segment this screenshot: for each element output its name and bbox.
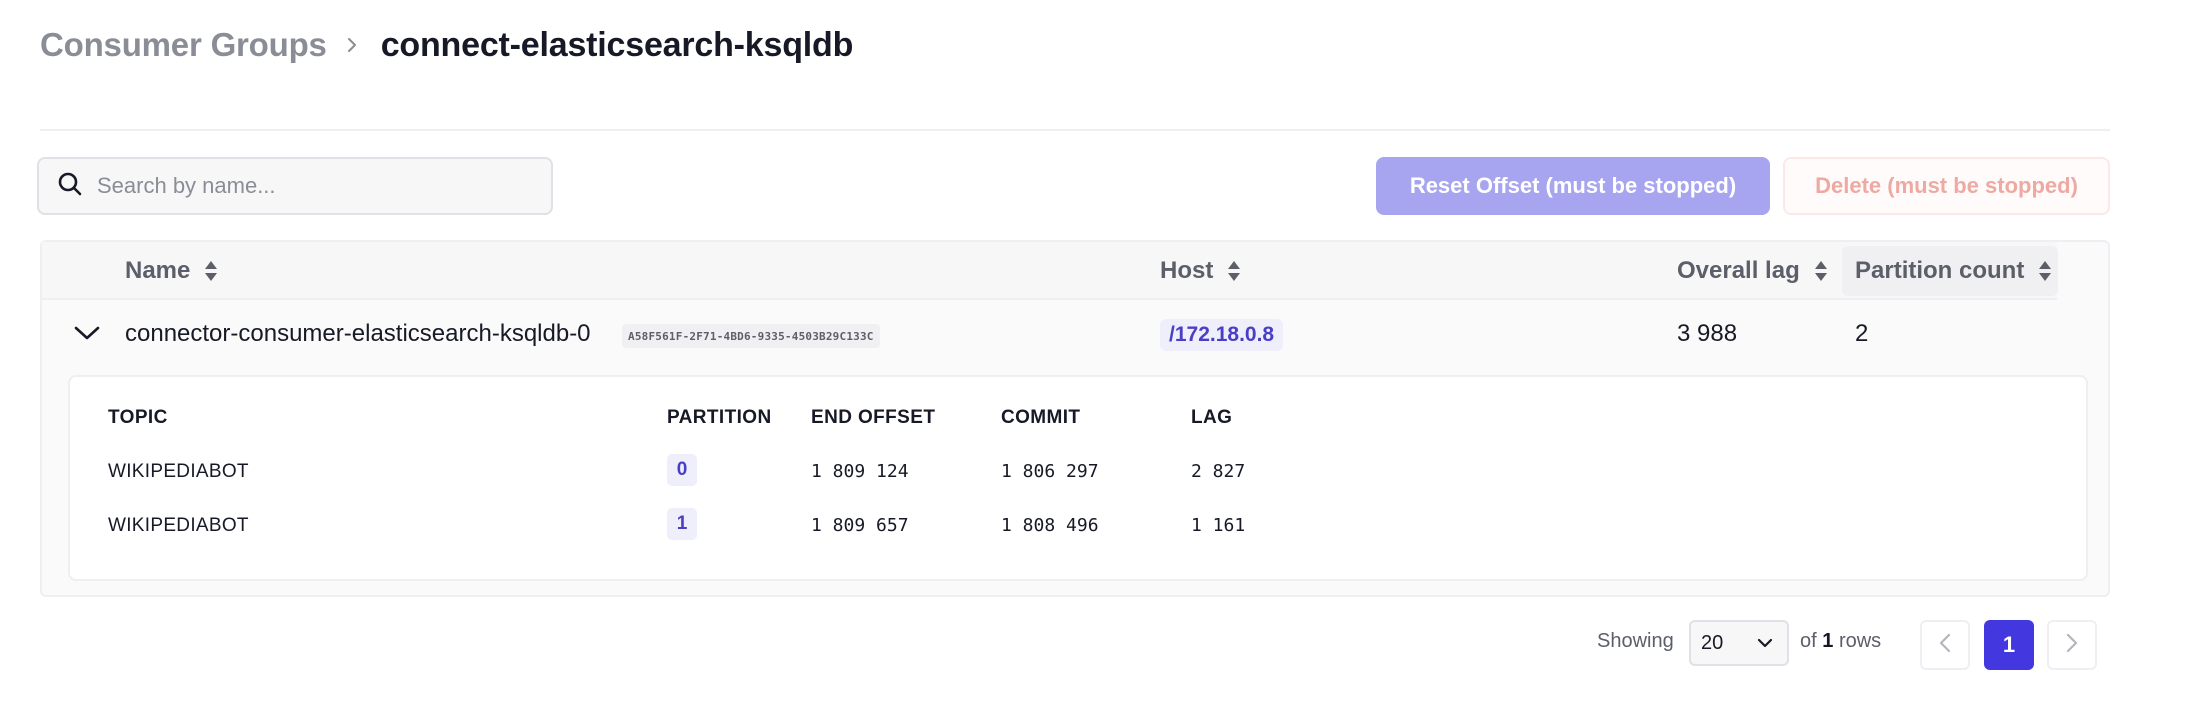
column-header-host-label: Host xyxy=(1160,257,1214,284)
partition-detail-table: TOPIC PARTITION END OFFSET COMMIT LAG WI… xyxy=(68,375,2088,581)
host-link[interactable]: /172.18.0.8 xyxy=(1160,319,1284,351)
column-header-name[interactable]: Name xyxy=(125,242,218,300)
search-icon xyxy=(57,171,83,202)
of-label: of xyxy=(1800,630,1817,652)
chevron-right-icon xyxy=(345,37,361,53)
chevron-down-icon xyxy=(74,325,100,346)
consumer-group-name: connector-consumer-elasticsearch-ksqldb-… xyxy=(125,320,591,347)
sort-icon xyxy=(2038,260,2052,282)
breadcrumb: Consumer Groups connect-elasticsearch-ks… xyxy=(40,22,853,68)
column-header-overall-lag-label: Overall lag xyxy=(1677,257,1800,284)
column-header-partition-count-bg xyxy=(1842,246,2058,296)
search-input[interactable] xyxy=(97,173,517,199)
partition-badge: 1 xyxy=(667,508,697,540)
overall-lag-value: 3 988 xyxy=(1677,320,1738,347)
column-header-partition-count-label: Partition count xyxy=(1855,257,2025,284)
chevron-right-icon xyxy=(2066,633,2078,658)
detail-header-lag: LAG xyxy=(1191,407,1233,428)
column-header-name-label: Name xyxy=(125,257,191,284)
showing-label: Showing xyxy=(1597,630,1674,652)
partition-badge: 0 xyxy=(667,454,697,486)
page-size-value: 20 xyxy=(1701,631,1724,654)
table-header: Name Host Overall lag Partition count xyxy=(42,242,2058,300)
column-header-partition-count[interactable]: Partition count xyxy=(1855,242,2052,300)
reset-offset-button[interactable]: Reset Offset (must be stopped) xyxy=(1376,157,1770,215)
consumer-id-badge: A58F561F-2F71-4BD6-9335-4503B29C133C xyxy=(622,324,880,348)
search-box[interactable] xyxy=(37,157,553,215)
detail-topic: WIKIPEDIABOT xyxy=(108,461,249,482)
partition-count-value: 2 xyxy=(1855,320,1869,347)
sort-icon xyxy=(1814,260,1828,282)
column-header-overall-lag[interactable]: Overall lag xyxy=(1677,242,1828,300)
detail-lag: 2 827 xyxy=(1191,461,1246,482)
detail-header-topic: TOPIC xyxy=(108,407,168,428)
detail-header-end-offset: END OFFSET xyxy=(811,407,936,428)
page-title: connect-elasticsearch-ksqldb xyxy=(380,25,854,64)
detail-header-commit: COMMIT xyxy=(1001,407,1081,428)
breadcrumb-consumer-groups-link[interactable]: Consumer Groups xyxy=(40,26,327,63)
detail-end-offset: 1 809 124 xyxy=(811,461,909,482)
delete-consumer-group-button[interactable]: Delete (must be stopped) xyxy=(1783,157,2110,215)
next-page-button[interactable] xyxy=(2047,620,2097,670)
detail-topic: WIKIPEDIABOT xyxy=(108,515,249,536)
total-rows-text: of 1 rows xyxy=(1800,630,1881,653)
detail-commit: 1 808 496 xyxy=(1001,515,1099,536)
consumer-groups-table: Name Host Overall lag Partition count xyxy=(40,240,2110,597)
sort-icon xyxy=(1227,260,1241,282)
column-header-host[interactable]: Host xyxy=(1160,242,1241,300)
chevron-left-icon xyxy=(1939,633,1951,658)
sort-icon xyxy=(204,260,218,282)
header-divider xyxy=(40,129,2110,131)
detail-end-offset: 1 809 657 xyxy=(811,515,909,536)
page-size-select[interactable]: 20 xyxy=(1689,620,1789,666)
detail-commit: 1 806 297 xyxy=(1001,461,1099,482)
detail-lag: 1 161 xyxy=(1191,515,1246,536)
total-rows-count: 1 xyxy=(1822,630,1834,652)
collapse-row-button[interactable] xyxy=(72,320,102,350)
table-row[interactable]: connector-consumer-elasticsearch-ksqldb-… xyxy=(42,302,2057,366)
page-number-button[interactable]: 1 xyxy=(1984,620,2034,670)
detail-header-partition: PARTITION xyxy=(667,407,772,428)
rows-label: rows xyxy=(1838,630,1882,652)
previous-page-button[interactable] xyxy=(1920,620,1970,670)
